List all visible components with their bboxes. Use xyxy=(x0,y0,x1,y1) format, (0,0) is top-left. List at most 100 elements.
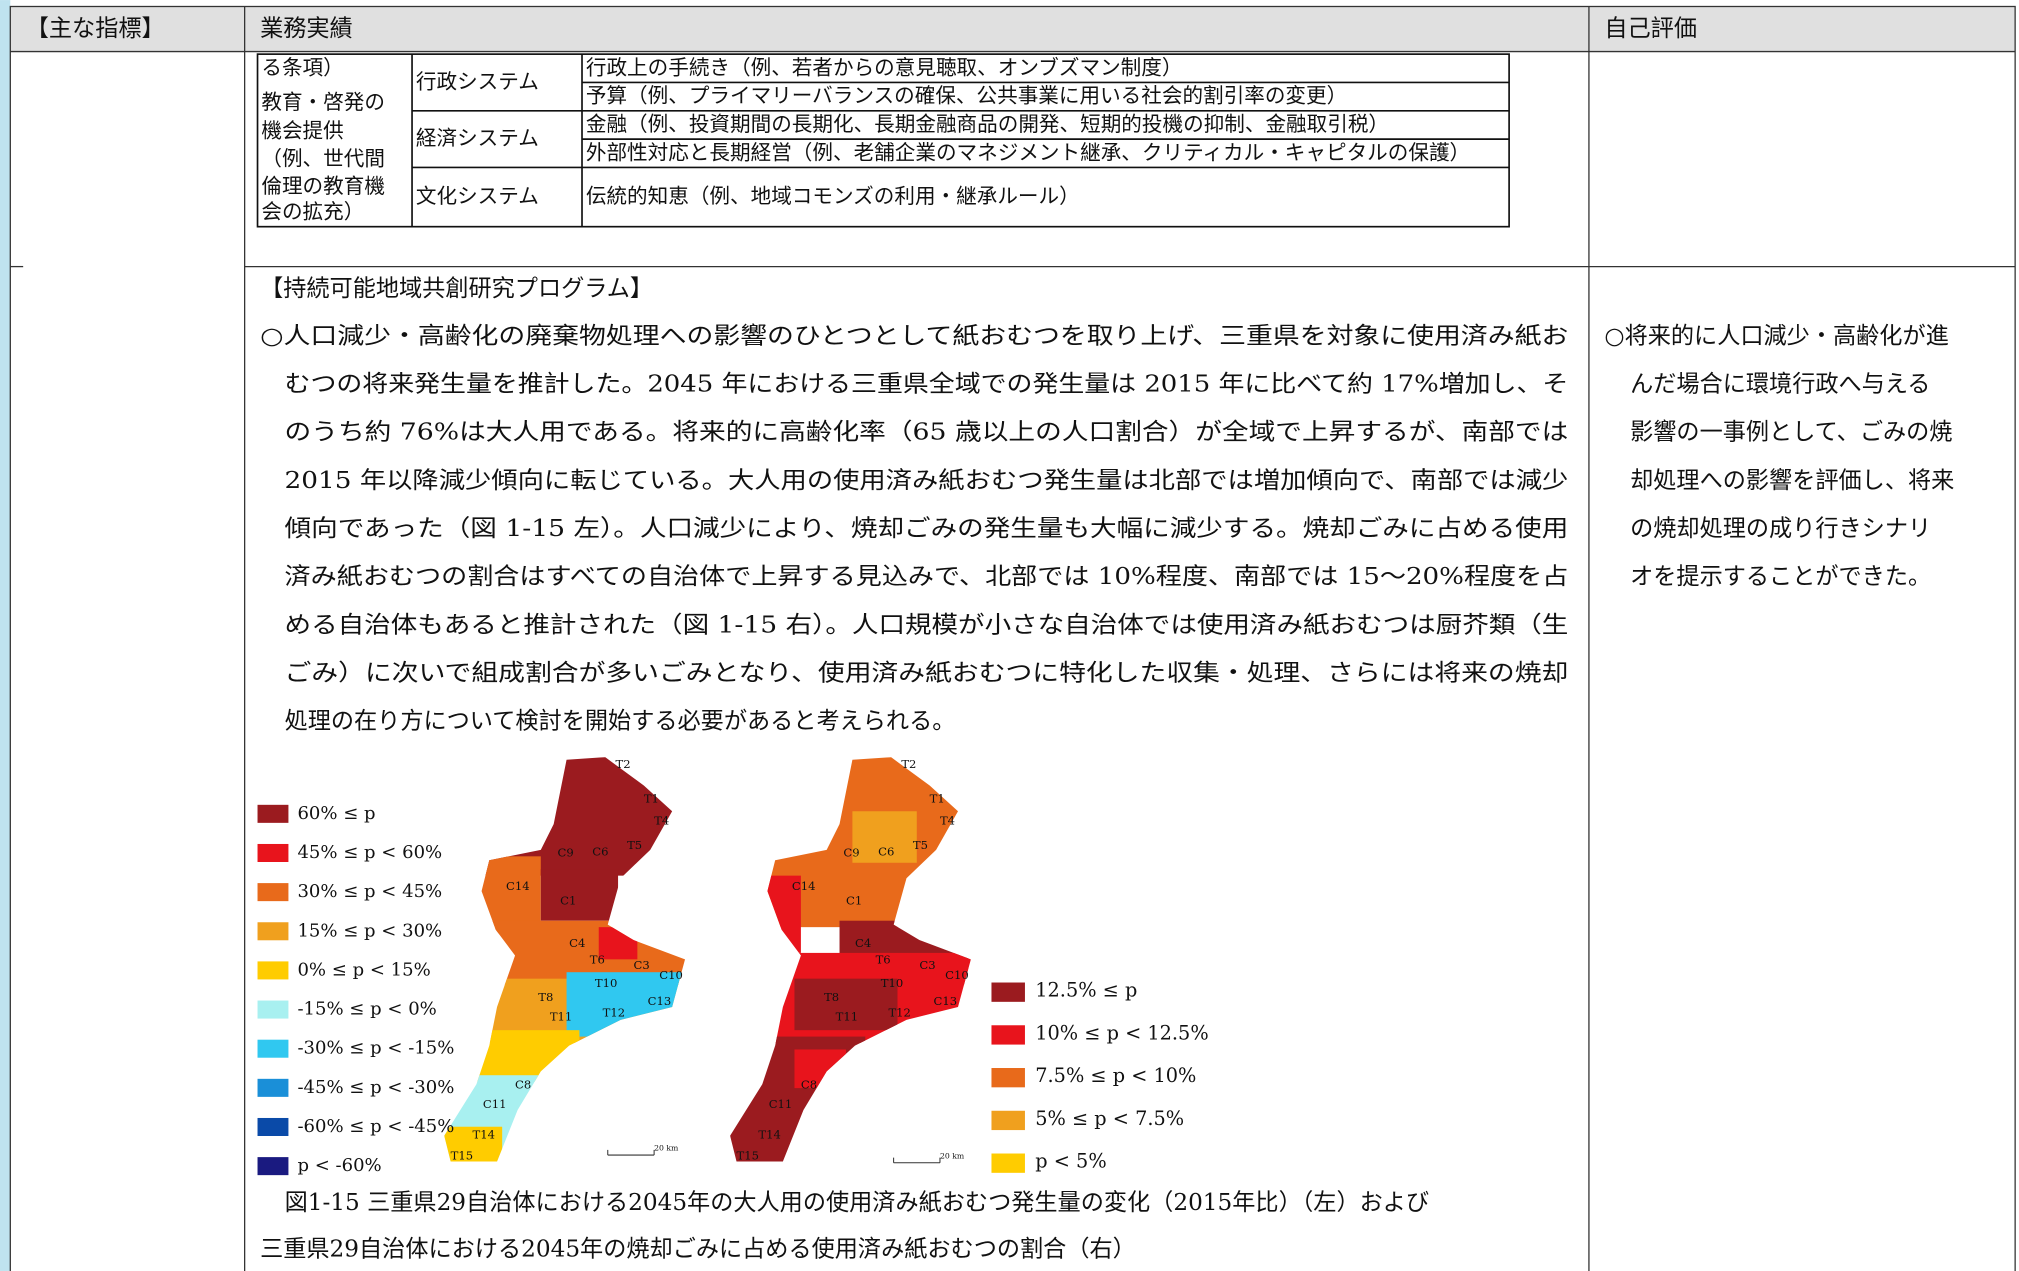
cell-text: 行政システム xyxy=(416,69,539,93)
legend-label: 60% ≤ p xyxy=(297,803,375,824)
map-label: C3 xyxy=(919,958,935,972)
map-label: T8 xyxy=(824,990,839,1004)
scale-label: 20 km xyxy=(940,1151,965,1160)
legend-swatch xyxy=(991,982,1025,1002)
paragraph-line: 傾向であった（図 1-15 左）。人口減少により、焼却ごみの発生量も大幅に減少す… xyxy=(285,515,1569,542)
legend-swatch xyxy=(991,1025,1025,1045)
paragraph-line: 処理の在り方について検討を開始する必要があると考えられる。 xyxy=(285,708,956,735)
paragraph-line: のうち約 76%は大人用である。将来的に高齢化率（65 歳以上の人口割合）が全域… xyxy=(285,419,1569,446)
figure-caption: 図1-15 三重県29自治体における2045年の大人用の使用済み紙おむつ発生量の… xyxy=(285,1189,1430,1216)
legend-swatch xyxy=(257,922,289,941)
legend-swatch xyxy=(257,961,289,980)
map-label: T4 xyxy=(654,814,669,828)
map-label: T10 xyxy=(595,976,617,990)
paragraph-line: ○人口減少・高齢化の廃棄物処理への影響のひとつとして紙おむつを取り上げ、三重県を… xyxy=(260,322,1568,349)
map-label: C11 xyxy=(769,1097,793,1111)
legend-label: 10% ≤ p < 12.5% xyxy=(1035,1021,1208,1044)
map-label: T1 xyxy=(644,792,659,806)
map-label: C14 xyxy=(792,879,816,893)
legend-label: -45% ≤ p < -30% xyxy=(297,1077,454,1098)
legend-swatch xyxy=(991,1153,1025,1173)
paragraph-line: 済み紙おむつの割合はすべての自治体で上昇する見込みで、北部では 10%程度、南部… xyxy=(285,563,1569,590)
map-label: C1 xyxy=(560,893,576,907)
map-label: C9 xyxy=(843,846,859,860)
map-label: T2 xyxy=(901,757,916,771)
header-cell: 【主な指標】 xyxy=(26,15,165,42)
map-label: C11 xyxy=(483,1097,507,1111)
cell-text: 金融（例、投資期間の長期化、長期金融商品の開発、短期的投機の抑制、金融取引税） xyxy=(586,112,1389,136)
legend-swatch xyxy=(257,804,289,823)
cell-text: （例、世代間 xyxy=(261,147,385,171)
map-label: C14 xyxy=(506,879,530,893)
map-label: C3 xyxy=(634,958,650,972)
cell-text: 教育・啓発の xyxy=(261,90,385,114)
cell-text: 予算（例、プライマリーバランスの確保、公共事業に用いる社会的割引率の変更） xyxy=(586,84,1347,108)
map-label: T12 xyxy=(603,1005,625,1019)
legend-label: 30% ≤ p < 45% xyxy=(297,881,442,902)
map-label: T6 xyxy=(876,953,891,967)
legend-label: 45% ≤ p < 60% xyxy=(297,842,442,863)
cell-text: 倫理の教育機 xyxy=(261,174,385,198)
evaluation-line: オを提示することができた。 xyxy=(1630,563,1931,590)
map-label: T4 xyxy=(940,814,955,828)
header-row xyxy=(10,6,2016,52)
evaluation-line: ○将来的に人口減少・高齢化が進 xyxy=(1604,322,1948,349)
cell-text: 機会提供 xyxy=(261,118,343,142)
map-label: T14 xyxy=(473,1128,495,1142)
map-label: C8 xyxy=(515,1078,531,1092)
map-label: T14 xyxy=(758,1128,780,1142)
paragraph-line: 2015 年以降減少傾向に転じている。大人用の使用済み紙おむつ発生量は北部では増… xyxy=(285,467,1569,494)
map-label: C4 xyxy=(855,936,871,950)
table-lines xyxy=(9,5,2016,1271)
figure-caption: 三重県29自治体における2045年の焼却ごみに占める使用済み紙おむつの割合（右） xyxy=(260,1235,1136,1262)
map-label: T15 xyxy=(451,1148,473,1162)
map-label: T11 xyxy=(836,1009,858,1023)
evaluation-line: の焼却処理の成り行きシナリ xyxy=(1630,515,1931,542)
evaluation-line: 却処理への影響を評価し、将来 xyxy=(1630,467,1954,494)
legend-swatch xyxy=(991,1110,1025,1131)
cell-text: る条項） xyxy=(261,55,343,79)
map-label: C9 xyxy=(558,846,574,860)
map-label: C4 xyxy=(569,936,585,950)
left-strip xyxy=(0,0,11,1271)
header-cell: 自己評価 xyxy=(1604,15,1697,42)
legend-label: -15% ≤ p < 0% xyxy=(297,999,436,1020)
evaluation-line: 影響の一事例として、ごみの焼 xyxy=(1630,419,1952,446)
legend-swatch xyxy=(257,1117,289,1137)
header-cell: 業務実績 xyxy=(260,15,353,42)
legend-label: 7.5% ≤ p < 10% xyxy=(1035,1064,1196,1087)
map-label: C13 xyxy=(934,994,958,1008)
map-label: T2 xyxy=(615,757,630,771)
paragraph-line: むつの将来発生量を推計した。2045 年における三重県全域での発生量は 2015… xyxy=(285,371,1569,398)
map-label: T6 xyxy=(590,953,605,967)
map-label: T8 xyxy=(538,990,553,1004)
cell-text: 外部性対応と長期経営（例、老舗企業のマネジメント継承、クリティカル・キャピタルの… xyxy=(586,140,1470,164)
cell-text: 行政上の手続き（例、若者からの意見聴取、オンブズマン制度） xyxy=(586,55,1183,79)
map-label: C10 xyxy=(945,968,969,982)
scale-label: 20 km xyxy=(654,1144,679,1153)
cell-text: 経済システム xyxy=(416,126,539,150)
evaluation-line: んだ場合に環境行政へ与える xyxy=(1630,371,1930,398)
cell-text: 文化システム xyxy=(416,184,539,208)
cell-text: 会の拡充） xyxy=(261,200,364,224)
map-label: T10 xyxy=(881,976,903,990)
legend-label: -60% ≤ p < -45% xyxy=(297,1116,454,1137)
map-label: C6 xyxy=(592,844,608,858)
paragraph-line: める自治体もあると推計された（図 1-15 右）。人口規模が小さな自治体では使用… xyxy=(285,611,1569,638)
map-label: C6 xyxy=(878,844,894,858)
legend-label: p < 5% xyxy=(1035,1150,1106,1173)
legend-swatch xyxy=(991,1068,1025,1088)
map-label: T1 xyxy=(930,792,945,806)
map-label: T12 xyxy=(888,1005,910,1019)
legend-label: -30% ≤ p < -15% xyxy=(297,1038,454,1059)
map-label: C8 xyxy=(801,1078,817,1092)
legend-label: p < -60% xyxy=(297,1155,381,1176)
legend-swatch xyxy=(257,883,289,902)
legend-label: 0% ≤ p < 15% xyxy=(297,959,430,980)
cell-text: 伝統的知恵（例、地域コモンズの利用・継承ルール） xyxy=(586,184,1080,208)
legend-swatch xyxy=(257,843,289,862)
section-heading: 【持続可能地域共創研究プログラム】 xyxy=(260,275,653,302)
map-label: C1 xyxy=(846,893,862,907)
